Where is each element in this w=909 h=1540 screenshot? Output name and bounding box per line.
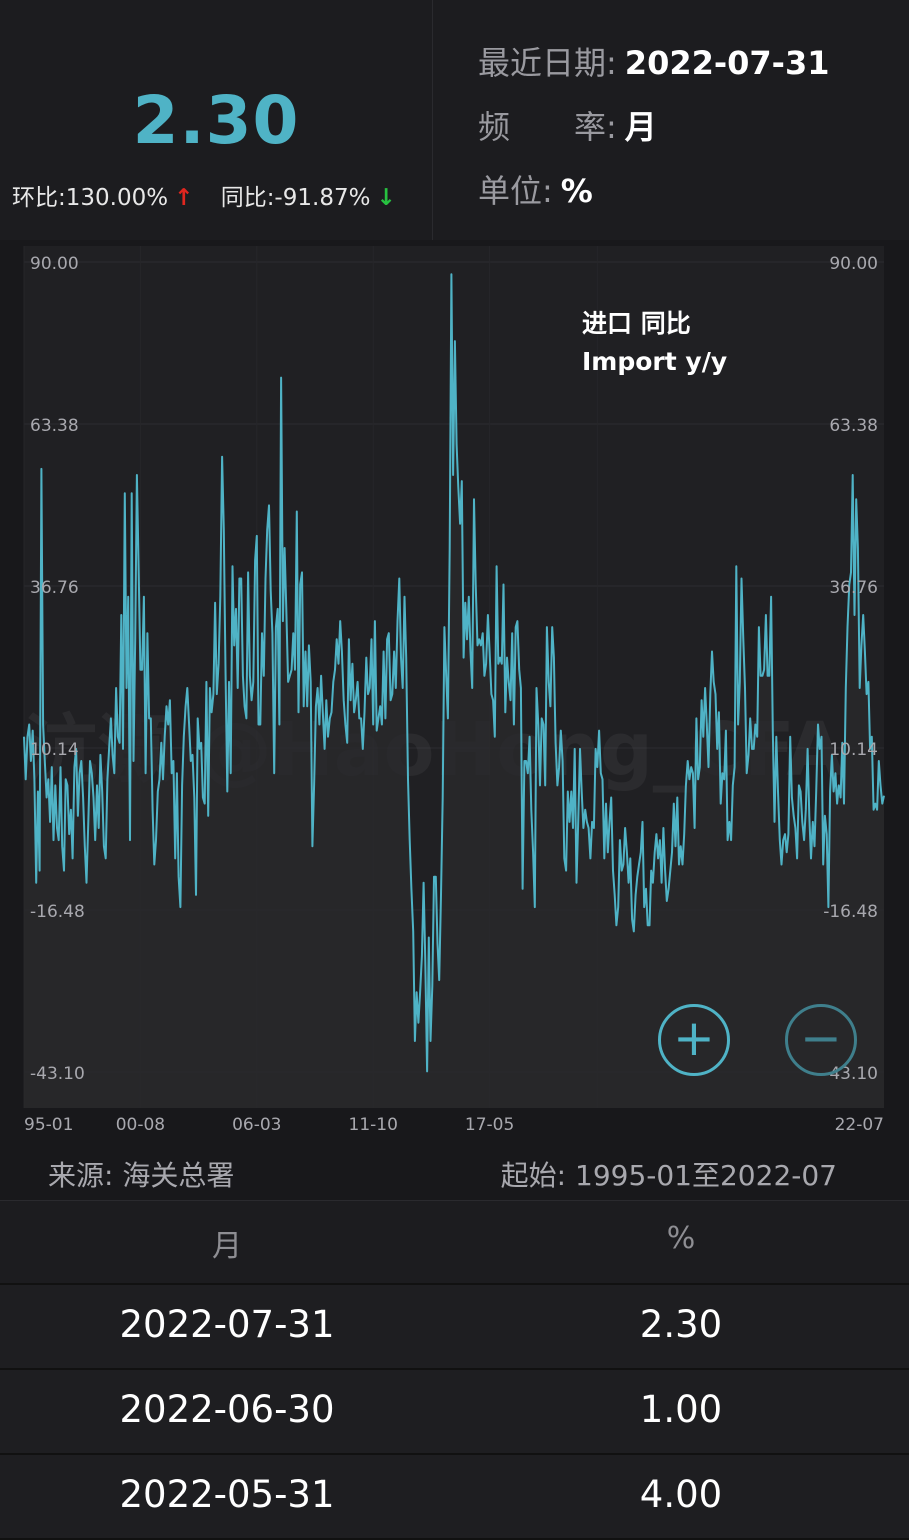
column-header-month: 月 xyxy=(212,1229,242,1264)
data-source: 来源: 海关总署 xyxy=(48,1159,235,1192)
chart-subtitle: Import y/y xyxy=(582,347,727,376)
row-date: 2022-05-31 xyxy=(119,1473,335,1516)
row-value: 4.00 xyxy=(639,1473,723,1516)
table-row[interactable]: 2022-07-31 2.30 xyxy=(0,1285,909,1370)
unit-row: 单位:% xyxy=(478,166,593,212)
frequency-row: 频 率: 月 xyxy=(478,102,657,148)
date-range: 起始: 1995-01至2022-07 xyxy=(500,1159,837,1192)
unit-value: % xyxy=(560,172,593,210)
x-tick-label: 22-07 xyxy=(835,1115,884,1135)
y-tick-label-right: 36.76 xyxy=(829,578,878,598)
latest-value: 2.30 xyxy=(132,82,300,159)
row-date: 2022-06-30 xyxy=(119,1388,335,1431)
table-row[interactable]: 2022-05-31 4.00 xyxy=(0,1455,909,1540)
row-date: 2022-07-31 xyxy=(119,1303,335,1346)
y-tick-label-left: -16.48 xyxy=(30,902,85,922)
x-tick-label: 17-05 xyxy=(465,1115,514,1135)
up-arrow-icon: ↑ xyxy=(174,185,194,211)
y-tick-label-left: 90.00 xyxy=(30,254,79,274)
mom-change: 环比:130.00% xyxy=(12,185,169,211)
y-tick-label-right: 63.38 xyxy=(829,416,878,436)
data-table: 月 % 2022-07-31 2.30 2022-06-30 1.00 2022… xyxy=(0,1200,909,1540)
down-arrow-icon: ↓ xyxy=(376,185,396,211)
y-tick-label-right: 90.00 xyxy=(829,254,878,274)
x-tick-label: 00-08 xyxy=(116,1115,165,1135)
chart-title: 进口 同比 xyxy=(582,309,691,338)
header-divider xyxy=(432,0,433,240)
y-tick-label-left: 10.14 xyxy=(30,740,79,760)
zoom-out-button[interactable]: − xyxy=(785,1004,857,1076)
y-tick-label-right: -16.48 xyxy=(823,902,878,922)
series-line xyxy=(23,273,885,1073)
x-axis-labels: 95-01 00-08 06-03 11-10 17-05 22-07 xyxy=(24,1115,884,1135)
frequency-label: 频 率: xyxy=(478,108,617,146)
x-tick-label: 06-03 xyxy=(232,1115,281,1135)
row-value: 2.30 xyxy=(639,1303,723,1346)
summary-header: 2.30 环比:130.00% ↑ 同比:-91.87% ↓ 最近日期: 2022-0… xyxy=(0,0,909,240)
y-tick-label-left: 36.76 xyxy=(30,578,79,598)
zoom-in-button[interactable]: + xyxy=(658,1004,730,1076)
row-value: 1.00 xyxy=(639,1388,723,1431)
table-row[interactable]: 2022-06-30 1.00 xyxy=(0,1370,909,1455)
unit-label: 单位: xyxy=(478,172,553,210)
y-tick-label-left: -43.10 xyxy=(30,1064,85,1084)
latest-date-label: 最近日期: xyxy=(478,44,617,82)
source-info: 来源: 海关总署 起始: 1995-01至2022-07 xyxy=(0,1150,909,1200)
x-tick-label: 95-01 xyxy=(24,1115,73,1135)
y-tick-label-left: 63.38 xyxy=(30,416,79,436)
y-tick-label-right: 10.14 xyxy=(829,740,878,760)
table-header: 月 % xyxy=(0,1200,909,1285)
latest-date: 2022-07-31 xyxy=(624,44,830,82)
x-tick-label: 11-10 xyxy=(349,1115,398,1135)
chart-container[interactable]: 沆灏 @HaoHong_CFA 90.00 90.00 63.38 63.38 36.7… xyxy=(0,240,909,1140)
series-area xyxy=(24,274,884,1108)
column-header-percent: % xyxy=(666,1221,696,1256)
change-indicators: 环比:130.00% ↑ 同比:-91.87% ↓ xyxy=(12,178,402,212)
yoy-change: 同比:-91.87% xyxy=(220,185,371,211)
frequency-value: 月 xyxy=(624,108,657,146)
latest-date-row: 最近日期: 2022-07-31 xyxy=(478,38,829,84)
